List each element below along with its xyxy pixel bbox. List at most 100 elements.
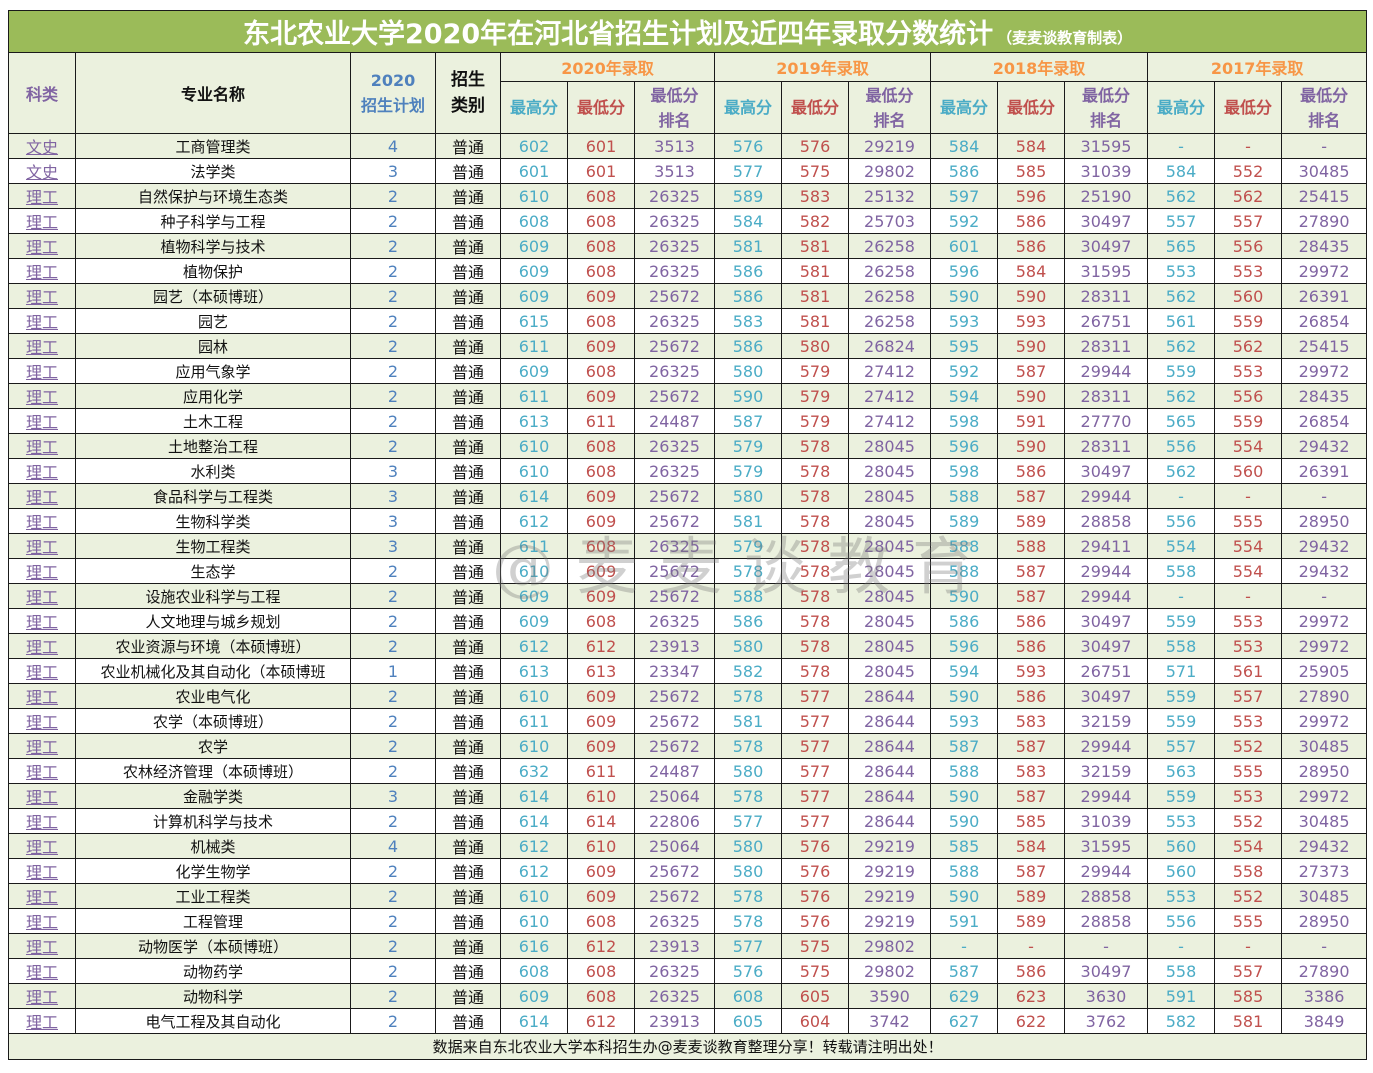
cell-type: 普通 — [435, 158, 501, 184]
table-row: 理工 人文地理与城乡规划 2 普通 609 608 26325 586 578 28045 586 5… — [8, 608, 1368, 634]
cell-major-name: 机械类 — [75, 833, 351, 859]
cell-type: 普通 — [435, 658, 501, 684]
cell-low-y2017: 559 — [1214, 308, 1282, 334]
table-row: 文史 工商管理类 4 普通 602 601 3513 576 576 29219 584 584 315… — [8, 133, 1368, 159]
cell-high-y2017: - — [1147, 583, 1215, 609]
cell-rank-y2017: 3386 — [1280, 983, 1368, 1009]
cell-rank-y2017: 30485 — [1280, 733, 1368, 759]
cell-kelei: 理工 — [8, 433, 76, 459]
cell-rank-y2020: 26325 — [634, 308, 715, 334]
cell-rank-y2019: 3590 — [848, 983, 931, 1009]
cell-high-y2020: 610 — [500, 458, 568, 484]
cell-rank-y2017: 29972 — [1280, 258, 1368, 284]
cell-low-y2018: 587 — [997, 858, 1065, 884]
cell-plan: 2 — [350, 1008, 436, 1034]
table-row: 理工 土地整治工程 2 普通 610 608 26325 579 578 28045 596 590 2… — [8, 433, 1368, 459]
cell-rank-y2017: 30485 — [1280, 883, 1368, 909]
table-row: 理工 动物药学 2 普通 608 608 26325 576 575 29802 587 586 304… — [8, 958, 1368, 984]
cell-high-y2020: 614 — [500, 483, 568, 509]
cell-low-y2017: 558 — [1214, 858, 1282, 884]
cell-high-y2020: 614 — [500, 783, 568, 809]
cell-high-y2020: 602 — [500, 133, 568, 159]
cell-low-y2020: 601 — [567, 133, 635, 159]
cell-high-y2020: 610 — [500, 433, 568, 459]
cell-plan: 4 — [350, 833, 436, 859]
cell-major-name: 工商管理类 — [75, 133, 351, 159]
cell-low-y2018: 586 — [997, 633, 1065, 659]
cell-high-y2017: - — [1147, 483, 1215, 509]
cell-rank-y2020: 24487 — [634, 758, 715, 784]
cell-high-y2019: 586 — [714, 283, 782, 309]
cell-low-y2019: 576 — [781, 858, 849, 884]
cell-high-y2018: 598 — [930, 458, 998, 484]
cell-low-y2020: 608 — [567, 258, 635, 284]
cell-low-y2019: 577 — [781, 808, 849, 834]
cell-low-y2017: 562 — [1214, 333, 1282, 359]
table-row: 理工 电气工程及其自动化 2 普通 614 612 23913 605 604 3742 627 62… — [8, 1008, 1368, 1034]
cell-high-y2020: 615 — [500, 308, 568, 334]
cell-rank-y2017: 27890 — [1280, 683, 1368, 709]
cell-low-y2020: 612 — [567, 933, 635, 959]
cell-rank-y2017: 29432 — [1280, 433, 1368, 459]
cell-high-y2018: 592 — [930, 358, 998, 384]
cell-high-y2018: 597 — [930, 183, 998, 209]
cell-plan: 2 — [350, 883, 436, 909]
cell-rank-y2018: 30497 — [1064, 633, 1148, 659]
cell-type: 普通 — [435, 933, 501, 959]
cell-high-y2019: 577 — [714, 808, 782, 834]
cell-plan: 2 — [350, 633, 436, 659]
cell-high-y2019: 579 — [714, 458, 782, 484]
cell-rank-y2019: 29219 — [848, 133, 931, 159]
cell-major-name: 农业机械化及其自动化（本硕博班 — [75, 658, 351, 684]
cell-low-y2018: 588 — [997, 533, 1065, 559]
cell-low-y2019: 581 — [781, 308, 849, 334]
cell-high-y2020: 611 — [500, 708, 568, 734]
cell-plan: 2 — [350, 983, 436, 1009]
cell-kelei: 理工 — [8, 308, 76, 334]
cell-low-y2020: 611 — [567, 758, 635, 784]
cell-major-name: 园林 — [75, 333, 351, 359]
cell-rank-y2020: 26325 — [634, 233, 715, 259]
cell-major-name: 农业电气化 — [75, 683, 351, 709]
cell-high-y2017: 553 — [1147, 883, 1215, 909]
cell-rank-y2020: 25064 — [634, 833, 715, 859]
cell-kelei: 文史 — [8, 158, 76, 184]
cell-type: 普通 — [435, 358, 501, 384]
header-type-line2: 类别 — [451, 96, 485, 116]
cell-rank-y2019: 28644 — [848, 683, 931, 709]
cell-low-y2020: 608 — [567, 233, 635, 259]
cell-type: 普通 — [435, 783, 501, 809]
cell-rank-y2018: 30497 — [1064, 958, 1148, 984]
cell-high-y2018: 586 — [930, 158, 998, 184]
cell-low-y2019: 580 — [781, 333, 849, 359]
cell-major-name: 工业工程类 — [75, 883, 351, 909]
cell-rank-y2018: 30497 — [1064, 608, 1148, 634]
cell-low-y2020: 609 — [567, 333, 635, 359]
cell-high-y2018: 596 — [930, 258, 998, 284]
cell-low-y2018: 593 — [997, 658, 1065, 684]
cell-rank-y2018: 26751 — [1064, 308, 1148, 334]
cell-high-y2019: 579 — [714, 433, 782, 459]
cell-plan: 2 — [350, 283, 436, 309]
cell-high-y2018: 596 — [930, 633, 998, 659]
cell-kelei: 理工 — [8, 358, 76, 384]
header-plan-year: 2020 — [370, 71, 416, 90]
cell-low-y2018: 622 — [997, 1008, 1065, 1034]
cell-high-y2020: 609 — [500, 983, 568, 1009]
cell-low-y2020: 612 — [567, 1008, 635, 1034]
cell-low-y2017: 554 — [1214, 558, 1282, 584]
table-row: 理工 化学生物学 2 普通 612 609 25672 580 576 29219 588 587 29… — [8, 858, 1368, 884]
subheader-low-2018: 最低分 — [997, 81, 1065, 134]
cell-high-y2020: 609 — [500, 583, 568, 609]
cell-plan: 1 — [350, 658, 436, 684]
cell-kelei: 理工 — [8, 508, 76, 534]
cell-major-name: 人文地理与城乡规划 — [75, 608, 351, 634]
cell-rank-y2019: 28644 — [848, 783, 931, 809]
cell-rank-y2019: 26258 — [848, 258, 931, 284]
cell-high-y2017: 560 — [1147, 833, 1215, 859]
cell-plan: 2 — [350, 383, 436, 409]
cell-high-y2020: 616 — [500, 933, 568, 959]
cell-rank-y2017: 26854 — [1280, 408, 1368, 434]
cell-type: 普通 — [435, 733, 501, 759]
cell-low-y2018: 590 — [997, 383, 1065, 409]
